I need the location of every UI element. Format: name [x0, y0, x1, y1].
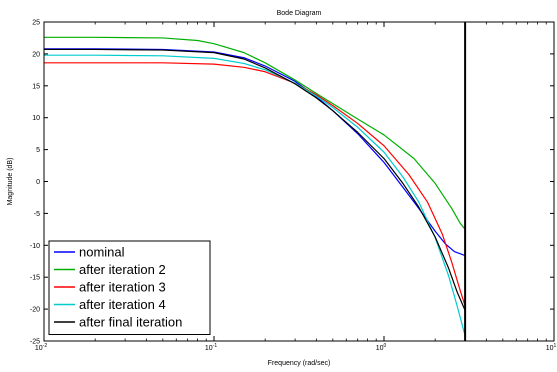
- y-tick-label: 20: [32, 51, 40, 58]
- legend-label: after final iteration: [79, 315, 182, 330]
- y-tick-label: -25: [30, 339, 40, 346]
- chart-title: Bode Diagram: [277, 10, 322, 17]
- series-line-3: [44, 62, 466, 307]
- y-tick-label: -10: [30, 243, 40, 250]
- y-tick-label: 15: [32, 83, 40, 90]
- legend: nominal after iteration 2 after iteration …: [48, 240, 211, 335]
- y-tick-label: -5: [34, 211, 40, 218]
- legend-label: nominal: [79, 245, 125, 260]
- y-tick-label: 25: [32, 20, 40, 27]
- x-tick-label: 101: [546, 343, 557, 352]
- plot-frame: [43, 21, 555, 342]
- legend-label: after iteration 4: [79, 297, 166, 312]
- legend-label: after iteration 3: [79, 280, 166, 295]
- y-tick-label: 10: [32, 115, 40, 122]
- y-tick-label: -15: [30, 275, 40, 282]
- series-line-2: [44, 36, 466, 230]
- series-line-4: [44, 54, 466, 337]
- x-tick-label: 10-2: [35, 343, 47, 352]
- y-tick-label: 0: [36, 179, 40, 186]
- series-layer: [44, 36, 466, 337]
- y-tick-label: 5: [36, 147, 40, 154]
- series-line-5: [44, 48, 466, 311]
- legend-box: [48, 240, 211, 335]
- y-tick-label: -20: [30, 307, 40, 314]
- x-tick-label: 10-1: [205, 343, 217, 352]
- x-tick-label: 100: [376, 343, 387, 352]
- legend-label: after iteration 2: [79, 262, 166, 277]
- y-axis-label: Magnitude (dB): [7, 158, 14, 206]
- x-axis-label: Frequency (rad/sec): [268, 360, 331, 367]
